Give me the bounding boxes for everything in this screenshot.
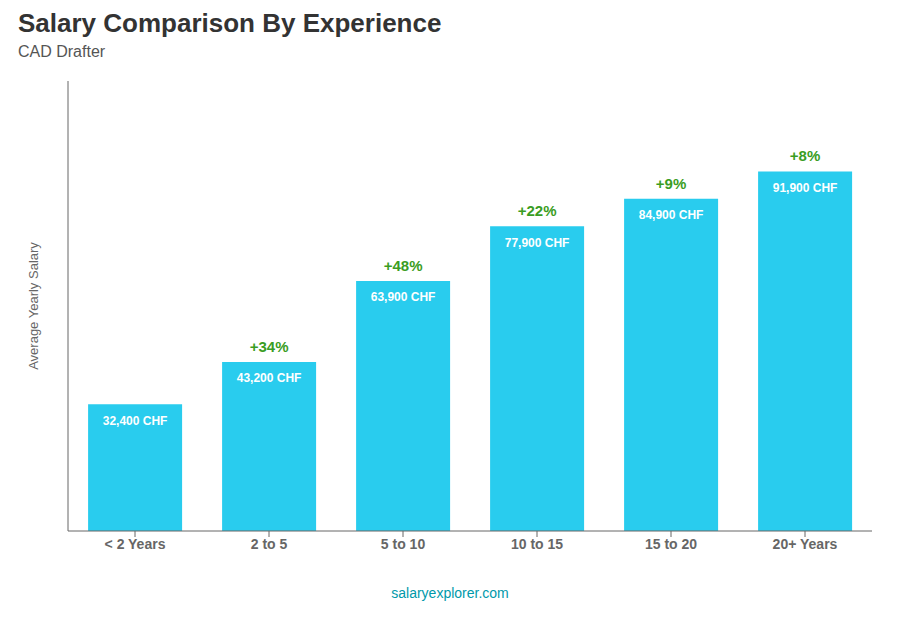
svg-text:20+ Years: 20+ Years xyxy=(773,536,838,552)
svg-text:91,900 CHF: 91,900 CHF xyxy=(773,181,838,195)
svg-text:63,900 CHF: 63,900 CHF xyxy=(371,290,436,304)
svg-text:Average Yearly Salary: Average Yearly Salary xyxy=(26,242,41,370)
svg-text:+34%: +34% xyxy=(250,338,289,355)
svg-text:+8%: +8% xyxy=(790,147,820,164)
html-text:Salary Comparison By Experienc: Salary Comparison By Experience xyxy=(18,8,442,38)
svg-text:84,900 CHF: 84,900 CHF xyxy=(639,208,704,222)
html-text:salaryexplorer.com: salaryexplorer.com xyxy=(391,585,509,601)
svg-text:2 to 5: 2 to 5 xyxy=(251,536,288,552)
svg-text:< 2 Years: < 2 Years xyxy=(105,536,166,552)
svg-text:10 to 15: 10 to 15 xyxy=(511,536,563,552)
svg-text:32,400 CHF: 32,400 CHF xyxy=(103,414,168,428)
svg-text:5 to 10: 5 to 10 xyxy=(381,536,426,552)
svg-text:15 to 20: 15 to 20 xyxy=(645,536,697,552)
svg-text:+48%: +48% xyxy=(384,257,423,274)
svg-text:43,200 CHF: 43,200 CHF xyxy=(237,371,302,385)
html-text:CAD Drafter: CAD Drafter xyxy=(18,43,106,60)
svg-text:77,900 CHF: 77,900 CHF xyxy=(505,236,570,250)
svg-text:+22%: +22% xyxy=(518,202,557,219)
svg-text:+9%: +9% xyxy=(656,175,686,192)
